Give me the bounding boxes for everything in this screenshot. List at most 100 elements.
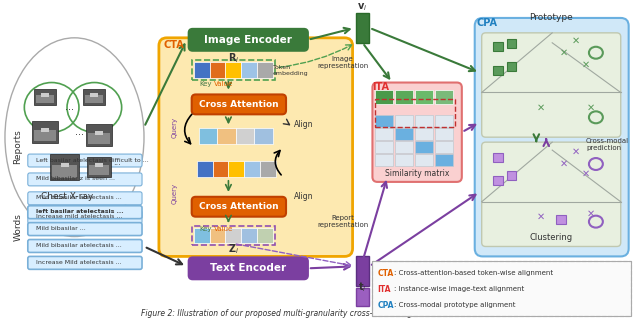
FancyBboxPatch shape xyxy=(28,239,142,252)
Bar xyxy=(372,261,630,316)
FancyBboxPatch shape xyxy=(28,154,142,167)
Text: Key: Key xyxy=(199,81,212,87)
Text: Left basilar atelectasis difficult to ...: Left basilar atelectasis difficult to ..… xyxy=(36,158,148,162)
FancyBboxPatch shape xyxy=(482,142,621,247)
Text: Value: Value xyxy=(214,81,233,87)
Text: Prototype: Prototype xyxy=(529,13,573,22)
FancyBboxPatch shape xyxy=(192,197,286,217)
Bar xyxy=(356,288,369,306)
Text: Token
embedding: Token embedding xyxy=(273,65,308,76)
Bar xyxy=(493,176,502,185)
FancyBboxPatch shape xyxy=(28,173,142,186)
Bar xyxy=(257,228,273,244)
Text: ...: ... xyxy=(113,158,121,167)
Text: Mild bibasilar atelectasis ...: Mild bibasilar atelectasis ... xyxy=(36,243,122,248)
Text: CTA: CTA xyxy=(163,40,184,50)
Bar xyxy=(376,141,394,153)
FancyBboxPatch shape xyxy=(28,192,142,205)
Bar xyxy=(396,141,413,153)
Bar xyxy=(415,91,433,104)
Bar xyxy=(556,215,566,224)
Bar xyxy=(209,228,225,244)
Text: Image Encoder: Image Encoder xyxy=(204,35,292,45)
Bar xyxy=(217,128,236,144)
Text: CTA: CTA xyxy=(378,269,394,278)
Bar xyxy=(356,256,369,286)
FancyBboxPatch shape xyxy=(28,223,142,236)
Text: Mild bibasilar ...: Mild bibasilar ... xyxy=(36,226,86,231)
Text: Increase Mild atelectasis ...: Increase Mild atelectasis ... xyxy=(36,260,122,265)
Text: ✕: ✕ xyxy=(560,48,568,58)
Bar xyxy=(209,62,225,78)
Text: Figure 2: Illustration of our proposed multi-granularity cross-modal alignment f: Figure 2: Illustration of our proposed m… xyxy=(141,309,495,318)
Bar xyxy=(34,90,56,105)
Text: ...: ... xyxy=(75,127,84,137)
Text: Cross Attention: Cross Attention xyxy=(198,202,278,211)
Text: ITA: ITA xyxy=(378,285,391,294)
FancyBboxPatch shape xyxy=(159,38,353,256)
Bar xyxy=(41,93,49,98)
Text: Image
representation: Image representation xyxy=(317,56,368,69)
Bar xyxy=(435,91,453,104)
Text: Cross Attention: Cross Attention xyxy=(198,100,278,109)
Bar xyxy=(255,128,273,144)
Text: ✕: ✕ xyxy=(560,159,568,169)
Bar xyxy=(257,62,273,78)
Text: ✕: ✕ xyxy=(587,209,595,219)
Text: ...: ... xyxy=(65,102,74,112)
Bar xyxy=(415,141,433,153)
Text: Reports: Reports xyxy=(13,130,22,164)
Bar xyxy=(376,115,394,127)
Bar xyxy=(396,115,413,127)
Text: $\mathbf{R}_i$: $\mathbf{R}_i$ xyxy=(228,51,239,65)
Bar xyxy=(376,91,394,104)
Text: ✕: ✕ xyxy=(537,212,545,222)
Bar xyxy=(396,154,413,166)
Bar xyxy=(88,157,111,177)
Text: Query: Query xyxy=(172,117,178,138)
Bar xyxy=(356,13,369,43)
Bar xyxy=(212,161,228,177)
Bar xyxy=(90,93,99,98)
Text: ✕: ✕ xyxy=(582,169,590,179)
Text: Align: Align xyxy=(294,192,314,201)
Bar xyxy=(41,128,49,132)
FancyBboxPatch shape xyxy=(482,33,621,137)
Text: $\mathbf{v}_i$: $\mathbf{v}_i$ xyxy=(357,1,367,13)
Bar xyxy=(194,62,209,78)
Text: : Cross-attention-based token-wise alignment: : Cross-attention-based token-wise align… xyxy=(394,270,554,276)
Text: $\mathbf{Z}_i$: $\mathbf{Z}_i$ xyxy=(228,243,239,256)
Bar xyxy=(85,95,103,103)
Bar xyxy=(236,128,255,144)
Text: Clustering: Clustering xyxy=(530,232,573,241)
Bar xyxy=(34,130,56,141)
Bar xyxy=(506,62,516,71)
Bar xyxy=(50,154,79,180)
Text: ✕: ✕ xyxy=(582,60,590,70)
Bar xyxy=(260,161,276,177)
Bar xyxy=(506,39,516,48)
Bar xyxy=(435,128,453,140)
FancyBboxPatch shape xyxy=(475,18,628,256)
Text: ITA: ITA xyxy=(372,82,389,91)
Bar xyxy=(435,141,453,153)
Bar xyxy=(95,163,103,167)
Text: Key: Key xyxy=(199,226,212,232)
Text: CPA: CPA xyxy=(476,18,497,28)
Text: Report
representation: Report representation xyxy=(317,215,368,228)
FancyBboxPatch shape xyxy=(28,206,142,219)
Bar xyxy=(198,128,217,144)
FancyBboxPatch shape xyxy=(28,256,142,269)
Bar xyxy=(415,128,433,140)
Text: ✕: ✕ xyxy=(572,147,580,157)
FancyBboxPatch shape xyxy=(189,29,308,51)
Text: ✕: ✕ xyxy=(537,102,545,112)
Bar xyxy=(83,90,105,105)
Bar xyxy=(493,42,502,51)
Text: : Instance-wise image-text alignment: : Instance-wise image-text alignment xyxy=(394,286,525,292)
Text: Text Encoder: Text Encoder xyxy=(210,263,286,273)
Bar xyxy=(396,128,413,140)
Text: Similarity matrix: Similarity matrix xyxy=(385,169,449,178)
Text: Cross-modal
prediction: Cross-modal prediction xyxy=(586,138,629,151)
Text: Value: Value xyxy=(214,226,233,232)
